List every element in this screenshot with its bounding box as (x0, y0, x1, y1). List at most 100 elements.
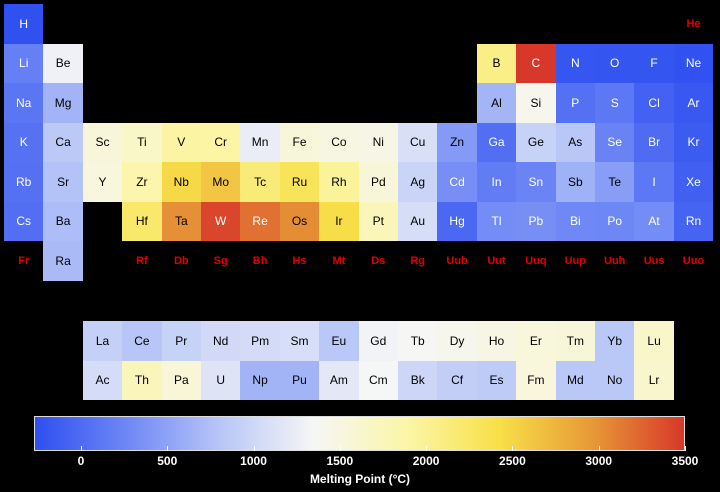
element-eu: Eu (319, 321, 359, 361)
element-uus: Uus (643, 254, 665, 267)
colorbar-tick-mark (426, 446, 428, 451)
element-ti: Ti (122, 122, 162, 162)
element-uuq: Uuq (525, 254, 547, 267)
element-sb: Sb (555, 162, 595, 202)
element-cf: Cf (437, 360, 477, 400)
element-be: Be (43, 43, 83, 83)
element-uub: Uub (446, 254, 468, 267)
element-ca: Ca (43, 122, 83, 162)
element-b: B (476, 43, 517, 83)
element-y: Y (82, 162, 123, 202)
colorbar (34, 416, 685, 451)
element-yb: Yb (595, 321, 635, 361)
element-at: At (634, 201, 674, 241)
element-mt: Mt (332, 254, 346, 267)
element-hf: Hf (122, 201, 162, 241)
colorbar-tick-mark (512, 446, 514, 451)
colorbar-tick-mark (80, 446, 82, 451)
element-uut: Uut (487, 254, 506, 267)
element-md: Md (555, 360, 595, 400)
element-th: Th (122, 360, 162, 400)
element-pt: Pt (358, 201, 398, 241)
element-sn: Sn (516, 162, 556, 202)
element-fe: Fe (279, 122, 320, 162)
element-al: Al (476, 83, 517, 123)
colorbar-tick-mark (598, 446, 600, 451)
colorbar-tick-label: 0 (77, 454, 85, 468)
element-li: Li (4, 43, 44, 83)
element-tm: Tm (555, 321, 595, 361)
element-mo: Mo (201, 162, 241, 202)
element-ac: Ac (82, 360, 123, 400)
element-cl: Cl (634, 83, 674, 123)
element-es: Es (476, 360, 517, 400)
element-re: Re (240, 201, 280, 241)
element-pa: Pa (161, 360, 201, 400)
element-bk: Bk (398, 360, 438, 400)
element-ru: Ru (279, 162, 320, 202)
element-dy: Dy (437, 321, 477, 361)
element-as: As (555, 122, 595, 162)
colorbar-tick-label: 1000 (240, 454, 267, 468)
element-cs: Cs (4, 201, 44, 241)
element-s: S (595, 83, 635, 123)
element-cd: Cd (437, 162, 477, 202)
colorbar-tick-label: 3500 (671, 454, 699, 468)
element-tc: Tc (240, 162, 280, 202)
element-ho: Ho (476, 321, 517, 361)
element-h: H (4, 4, 44, 44)
element-si: Si (516, 83, 556, 123)
element-sg: Sg (213, 254, 228, 267)
element-v: V (161, 122, 201, 162)
element-ds: Ds (371, 254, 386, 267)
colorbar-tick-mark (167, 446, 169, 451)
element-fm: Fm (516, 360, 556, 400)
element-rh: Rh (319, 162, 359, 202)
element-bi: Bi (555, 201, 595, 241)
element-co: Co (319, 122, 359, 162)
element-rn: Rn (673, 201, 714, 241)
element-pd: Pd (358, 162, 398, 202)
element-cu: Cu (398, 122, 438, 162)
element-ir: Ir (319, 201, 359, 241)
element-he: He (686, 17, 701, 30)
colorbar-tick-mark (685, 446, 686, 451)
element-mn: Mn (240, 122, 280, 162)
element-cm: Cm (358, 360, 398, 400)
colorbar-tick-mark (253, 446, 255, 451)
element-mg: Mg (43, 83, 83, 123)
element-ce: Ce (122, 321, 162, 361)
element-os: Os (279, 201, 320, 241)
element-f: F (634, 43, 674, 83)
colorbar-label: Melting Point (°C) (309, 472, 411, 486)
element-rf: Rf (136, 254, 148, 267)
element-lr: Lr (634, 360, 674, 400)
element-k: K (4, 122, 44, 162)
element-ga: Ga (476, 122, 517, 162)
element-pm: Pm (240, 321, 280, 361)
element-lu: Lu (634, 321, 674, 361)
element-w: W (201, 201, 241, 241)
element-gd: Gd (358, 321, 398, 361)
element-uup: Uup (564, 254, 586, 267)
element-xe: Xe (673, 162, 714, 202)
element-uuh: Uuh (604, 254, 626, 267)
element-n: N (555, 43, 595, 83)
element-ag: Ag (398, 162, 438, 202)
element-la: La (82, 321, 123, 361)
colorbar-tick-label: 2500 (499, 454, 526, 468)
element-p: P (555, 83, 595, 123)
element-c: C (516, 43, 556, 83)
element-au: Au (398, 201, 438, 241)
element-tl: Tl (476, 201, 517, 241)
element-pr: Pr (161, 321, 201, 361)
element-zn: Zn (437, 122, 477, 162)
colorbar-tick-mark (339, 446, 341, 451)
element-te: Te (595, 162, 635, 202)
element-in: In (476, 162, 517, 202)
element-se: Se (595, 122, 635, 162)
element-ba: Ba (43, 201, 83, 241)
element-np: Np (240, 360, 280, 400)
element-rb: Rb (4, 162, 44, 202)
